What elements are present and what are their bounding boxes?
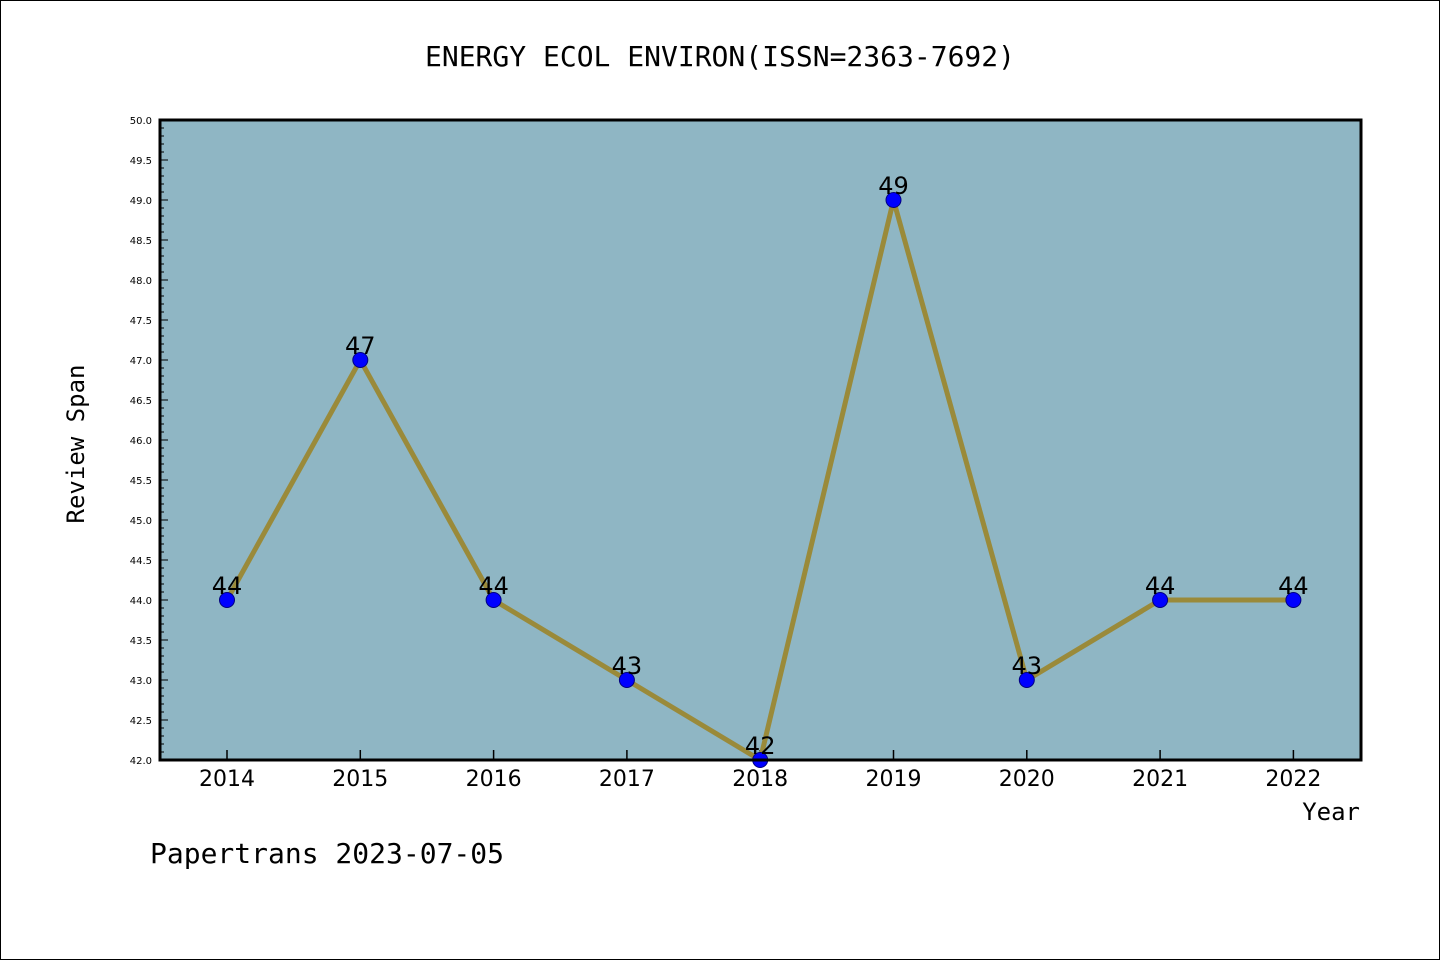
- y-tick-label: 46.0: [130, 436, 152, 447]
- chart-title: ENERGY ECOL ENVIRON(ISSN=2363-7692): [425, 40, 1015, 73]
- marker-layer: [219, 192, 1302, 768]
- data-label: 44: [212, 572, 243, 600]
- y-axis-label: Review Span: [62, 365, 90, 524]
- data-label: 49: [878, 172, 909, 200]
- y-tick-label: 44.5: [130, 556, 152, 567]
- y-tick-label: 42.5: [130, 716, 152, 727]
- x-axis-label: Year: [1302, 798, 1360, 826]
- data-point: [618, 672, 635, 688]
- y-tick-label: 46.5: [130, 396, 152, 407]
- x-tick-label: 2020: [999, 767, 1055, 792]
- data-label: 44: [1278, 572, 1309, 600]
- x-tick-label: 2022: [1265, 767, 1321, 792]
- x-tick-label: 2017: [599, 767, 655, 792]
- data-point: [485, 592, 502, 608]
- y-tick-label: 48.5: [130, 236, 152, 247]
- data-label: 47: [345, 332, 376, 360]
- x-axis-ticks: 2014 2015 2016 2017 2018 2019 2020 2021 2022: [199, 750, 1321, 792]
- data-point: [885, 192, 902, 208]
- x-tick-label: 2015: [332, 767, 388, 792]
- data-label: 43: [612, 652, 643, 680]
- plot-area: [160, 120, 1361, 760]
- x-tick-label: 2016: [466, 767, 522, 792]
- y-tick-label: 49.0: [130, 196, 152, 207]
- x-tick-label: 2019: [866, 767, 922, 792]
- data-label-layer: 44 47 44 43 42 49 43 44 44: [212, 172, 1309, 760]
- y-tick-label: 44.0: [130, 596, 152, 607]
- y-tick-label: 45.0: [130, 516, 152, 527]
- footer-credit: Papertrans 2023-07-05: [150, 837, 504, 870]
- x-tick-label: 2018: [732, 767, 788, 792]
- y-tick-label: 43.5: [130, 636, 152, 647]
- data-label: 44: [1145, 572, 1176, 600]
- x-tick-label: 2014: [199, 767, 255, 792]
- data-label: 43: [1012, 652, 1043, 680]
- data-label: 44: [478, 572, 509, 600]
- y-tick-label: 45.5: [130, 476, 152, 487]
- data-point: [1018, 672, 1035, 688]
- plot-border: [158, 118, 1363, 762]
- y-tick-label: 47.5: [130, 316, 152, 327]
- y-axis-ticks: 42.0 42.5 43.0 43.5 44.0 44.5 45.0 45.5 46.0 46.5…: [130, 116, 168, 767]
- data-label: 42: [745, 732, 776, 760]
- y-tick-label: 43.0: [130, 676, 152, 687]
- data-point: [219, 592, 235, 608]
- y-tick-label: 49.5: [130, 156, 152, 167]
- y-tick-label: 47.0: [130, 356, 152, 367]
- data-point: [1152, 592, 1169, 608]
- data-point: [1285, 592, 1302, 608]
- y-tick-label: 48.0: [130, 276, 152, 287]
- y-tick-label: 42.0: [130, 756, 152, 767]
- x-tick-label: 2021: [1132, 767, 1188, 792]
- y-tick-label: 50.0: [130, 116, 152, 127]
- data-point: [352, 352, 369, 368]
